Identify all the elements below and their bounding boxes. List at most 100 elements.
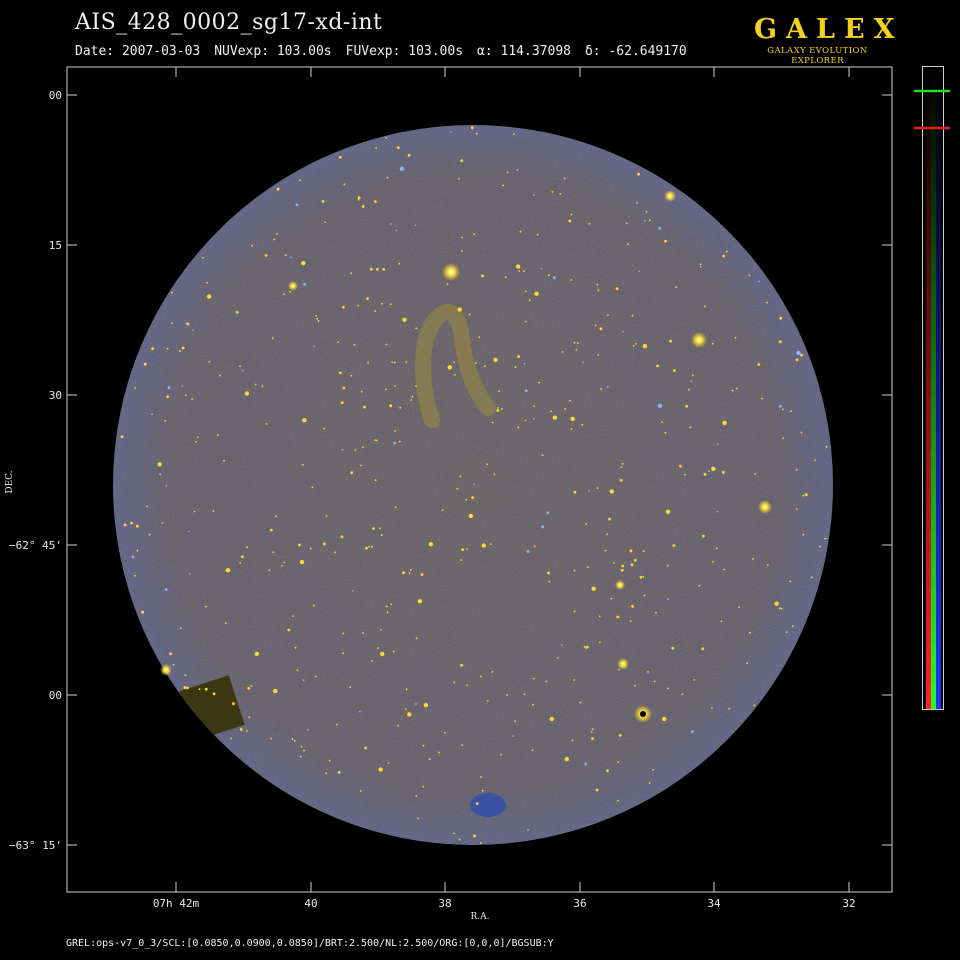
star-point	[299, 755, 302, 758]
star-point	[607, 314, 609, 317]
star-point	[780, 608, 783, 610]
star-point	[545, 680, 548, 683]
star-point	[598, 615, 601, 618]
star-point	[272, 551, 275, 554]
x-tick-label: 34	[707, 897, 721, 910]
star-point	[708, 470, 710, 473]
star-point	[186, 322, 190, 326]
star-point	[667, 687, 669, 690]
colorbar-graphic	[926, 67, 941, 709]
star-point	[608, 517, 611, 521]
star-point	[517, 355, 520, 358]
star-point	[159, 473, 162, 476]
star-point	[655, 611, 657, 614]
star-point	[470, 126, 474, 130]
star-point	[481, 543, 486, 548]
star-point	[658, 226, 661, 230]
star-point	[633, 558, 637, 562]
star-point	[547, 571, 550, 575]
star-point	[205, 605, 207, 608]
star-point	[586, 566, 589, 569]
star-point	[757, 363, 761, 366]
star-point	[363, 405, 366, 409]
date-text: Date: 2007-03-03	[75, 44, 201, 59]
star-point	[796, 350, 801, 356]
star-point	[368, 545, 370, 548]
star-point	[610, 597, 613, 600]
star-point	[374, 200, 377, 204]
star-point	[590, 731, 593, 733]
star-point	[384, 388, 387, 391]
star-point	[212, 510, 215, 512]
star-point	[340, 535, 344, 539]
star-point	[141, 610, 145, 614]
star-point	[181, 346, 185, 350]
star-point	[570, 416, 575, 422]
star-point	[415, 385, 417, 387]
star-point	[171, 322, 173, 324]
star-point	[313, 604, 315, 607]
star-point	[506, 171, 509, 174]
star-point	[294, 646, 297, 649]
star-point	[653, 680, 656, 683]
star-point	[577, 342, 579, 344]
star-point	[438, 751, 440, 754]
star-point	[481, 789, 484, 792]
star-point	[524, 389, 528, 393]
star-point	[620, 466, 623, 468]
star-point	[552, 415, 557, 420]
star-point	[270, 737, 273, 740]
star-point	[536, 233, 539, 236]
nuv-exposure-text: NUVexp: 103.00s	[214, 44, 332, 59]
star-point	[584, 762, 588, 766]
galex-logo: GALEX GALAXY EVOLUTION EXPLORER	[745, 14, 895, 66]
star-point	[791, 625, 794, 628]
star-point	[502, 184, 505, 187]
star-point	[301, 261, 306, 266]
star-point	[532, 417, 535, 420]
star-point	[338, 155, 342, 159]
star-point	[181, 385, 184, 387]
star-point	[688, 388, 690, 391]
star-point	[453, 361, 455, 364]
star-point	[313, 345, 315, 348]
star-point	[206, 294, 212, 299]
y-tick-label: 30	[49, 389, 62, 402]
star-point	[779, 607, 781, 610]
star-point	[664, 431, 667, 434]
colorbar-blue-channel	[936, 67, 941, 709]
star-point	[143, 362, 147, 366]
star-point	[528, 299, 531, 302]
star-point	[604, 549, 607, 552]
star-point	[378, 767, 383, 772]
star-point	[461, 236, 463, 239]
bright-star	[442, 263, 460, 281]
star-point	[183, 686, 187, 689]
bright-star	[758, 500, 772, 514]
star-point	[372, 527, 375, 530]
star-point	[397, 724, 399, 727]
star-point	[179, 350, 181, 353]
star-point	[642, 344, 648, 349]
star-point	[550, 410, 552, 413]
star-point	[184, 674, 187, 676]
star-point	[480, 776, 482, 778]
y-tick-label: 00	[49, 689, 62, 702]
star-point	[247, 686, 251, 690]
star-point	[275, 515, 277, 518]
star-point	[647, 671, 649, 673]
star-point	[290, 256, 293, 259]
star-point	[186, 686, 190, 690]
star-point	[523, 693, 526, 695]
star-point	[814, 459, 816, 461]
star-point	[361, 446, 364, 449]
star-point	[456, 487, 459, 490]
star-point	[423, 703, 429, 708]
star-point	[415, 795, 418, 797]
y-tick-label: −62° 45'	[9, 539, 62, 552]
star-point	[475, 132, 478, 135]
star-point	[669, 339, 672, 343]
star-point	[691, 730, 694, 733]
star-point	[399, 166, 405, 171]
star-point	[591, 586, 596, 591]
